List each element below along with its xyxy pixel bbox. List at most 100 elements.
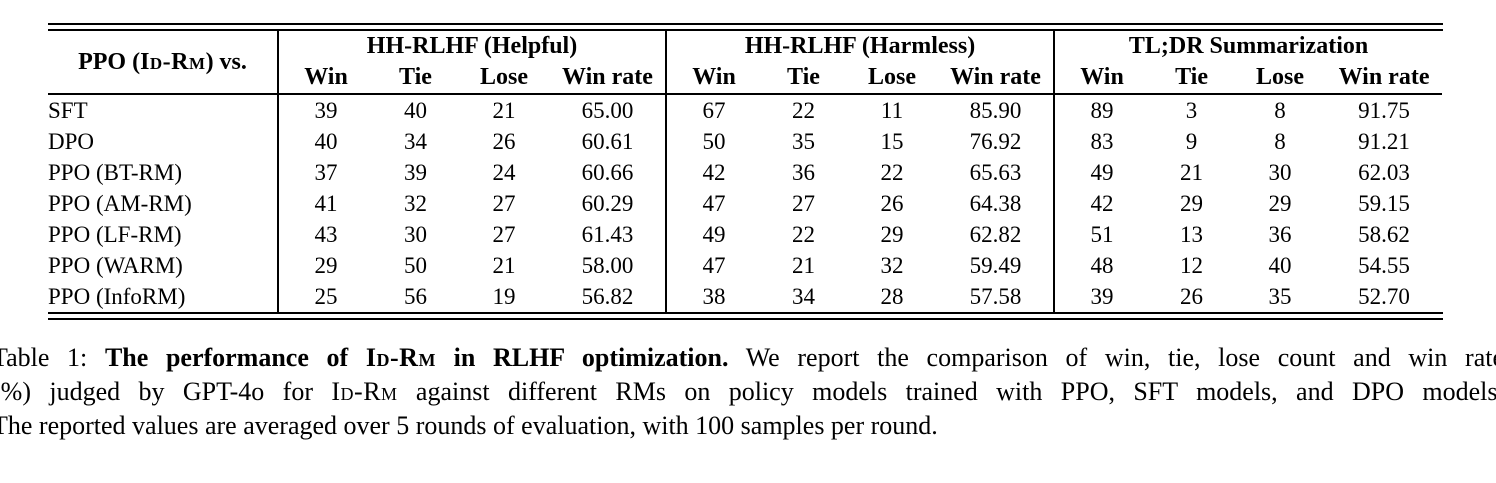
cell-winrate: 91.21 <box>1358 129 1410 154</box>
row-label: PPO (InfoRM) <box>48 284 186 309</box>
col-header-winrate: Win rate <box>938 61 1055 95</box>
col-header-winrate: Win rate <box>550 61 666 95</box>
caption-smallcaps: Id-Rm <box>331 377 398 406</box>
cell-win: 50 <box>665 126 761 157</box>
cell-winrate: 91.75 <box>1358 98 1410 123</box>
cell-lose: 27 <box>492 222 516 247</box>
cell-tie: 29 <box>1180 191 1204 216</box>
row-label: PPO (WARM) <box>48 253 183 278</box>
cell-lose: 26 <box>492 129 516 154</box>
corner-header-smallcaps: Id-Rm <box>140 49 206 75</box>
sub-header-row: Win Tie Lose Win rate Win Tie Lose Win r… <box>48 61 1443 95</box>
col-header-winrate: Win rate <box>1326 61 1443 95</box>
caption-body-mid-1: (%) judged by GPT-4o for <box>0 377 332 406</box>
caption-bold-title: The performance of <box>104 343 366 372</box>
cell-lose: 8 <box>1274 98 1286 123</box>
cell-win: 49 <box>665 219 761 250</box>
cell-winrate: 57.58 <box>969 284 1022 309</box>
cell-tie: 26 <box>1180 284 1204 309</box>
cell-winrate: 58.62 <box>1358 222 1410 247</box>
cell-lose: 22 <box>880 160 904 185</box>
cell-lose: 15 <box>880 129 904 154</box>
col-header-lose: Lose <box>458 61 550 95</box>
table-row-ppo-warm: PPO (WARM) 29 50 21 58.00 47 21 32 59.49… <box>48 250 1442 281</box>
caption-table-number: Table 1: <box>0 343 105 372</box>
table-row-ppo-lf-rm: PPO (LF-RM) 43 30 27 61.43 49 22 29 62.8… <box>48 219 1442 250</box>
cell-win: 51 <box>1053 219 1150 250</box>
cell-winrate: 60.66 <box>581 160 634 185</box>
table-row-ppo-am-rm: PPO (AM-RM) 41 32 27 60.29 47 27 26 64.3… <box>48 188 1442 219</box>
row-label: PPO (BT-RM) <box>48 160 182 185</box>
cell-lose: 40 <box>1268 253 1292 278</box>
cell-tie: 9 <box>1185 129 1198 154</box>
bottom-double-rule <box>48 312 1443 320</box>
cell-winrate: 52.70 <box>1358 284 1410 309</box>
cell-tie: 12 <box>1180 253 1204 278</box>
col-header-tie: Tie <box>373 61 458 95</box>
cell-tie: 32 <box>404 191 427 216</box>
caption-bold-smallcaps: Id-Rm <box>365 343 436 372</box>
col-header-lose: Lose <box>846 61 938 95</box>
cell-winrate: 59.15 <box>1358 191 1410 216</box>
caption-body-start: We report the comparison of win, tie, lo… <box>728 343 1496 372</box>
cell-lose: 21 <box>492 253 516 278</box>
cell-winrate: 65.63 <box>969 160 1022 185</box>
col-header-lose: Lose <box>1234 61 1327 95</box>
cell-lose: 30 <box>1268 160 1292 185</box>
cell-tie: 36 <box>792 160 815 185</box>
row-label: SFT <box>48 98 88 123</box>
cell-winrate: 60.29 <box>581 191 634 216</box>
cell-win: 37 <box>277 157 373 188</box>
caption-line-3: The reported values are averaged over 5 … <box>0 411 938 440</box>
cell-winrate: 60.61 <box>581 129 634 154</box>
col-header-tie: Tie <box>761 61 846 95</box>
corner-header-pre: PPO ( <box>78 49 141 75</box>
cell-win: 67 <box>665 94 761 126</box>
cell-lose: 19 <box>492 284 516 309</box>
corner-header: PPO (Id-Rm) vs. <box>48 31 278 95</box>
cell-lose: 27 <box>492 191 516 216</box>
cell-winrate: 62.03 <box>1358 160 1410 185</box>
row-label: PPO (LF-RM) <box>48 222 182 247</box>
cell-tie: 50 <box>404 253 427 278</box>
cell-win: 89 <box>1053 94 1150 126</box>
cell-winrate: 85.90 <box>969 98 1022 123</box>
caption-bold-title-end: in RLHF optimization. <box>435 343 729 372</box>
cell-lose: 21 <box>492 98 516 123</box>
group-header-harmless: HH-RLHF (Harmless) <box>664 31 1055 61</box>
cell-winrate: 61.43 <box>581 222 634 247</box>
cell-lose: 36 <box>1268 222 1292 247</box>
top-double-rule <box>48 23 1443 31</box>
cell-win: 39 <box>277 94 373 126</box>
cell-winrate: 59.49 <box>969 253 1022 278</box>
cell-tie: 40 <box>404 98 427 123</box>
table-row-ppo-inform: PPO (InfoRM) 25 56 19 56.82 38 34 28 57.… <box>48 281 1442 312</box>
cell-tie: 21 <box>792 253 815 278</box>
cell-lose: 28 <box>880 284 904 309</box>
cell-lose: 24 <box>492 160 516 185</box>
col-header-win: Win <box>277 61 373 95</box>
cell-tie: 35 <box>792 129 815 154</box>
col-header-win: Win <box>665 61 761 95</box>
cell-win: 42 <box>1053 188 1150 219</box>
cell-win: 83 <box>1053 126 1150 157</box>
col-header-win: Win <box>1053 61 1150 95</box>
cell-tie: 34 <box>792 284 815 309</box>
cell-tie: 27 <box>792 191 815 216</box>
group-header-tldr: TL;DR Summarization <box>1053 31 1443 61</box>
table-row-sft: SFT 39 40 21 65.00 67 22 11 85.90 89 3 8… <box>48 94 1442 126</box>
cell-win: 41 <box>277 188 373 219</box>
paper-table-figure: PPO (Id-Rm) vs. HH-RLHF (Helpful) HH-RLH… <box>48 23 1443 320</box>
cell-tie: 3 <box>1185 98 1198 123</box>
cell-lose: 26 <box>880 191 904 216</box>
cell-lose: 35 <box>1268 284 1292 309</box>
results-table: PPO (Id-Rm) vs. HH-RLHF (Helpful) HH-RLH… <box>48 31 1443 312</box>
cell-winrate: 76.92 <box>969 129 1022 154</box>
cell-tie: 56 <box>404 284 427 309</box>
col-header-tie: Tie <box>1149 61 1235 95</box>
cell-win: 47 <box>665 188 761 219</box>
cell-tie: 30 <box>404 222 427 247</box>
table-caption: Table 1: The performance of Id-Rm in RLH… <box>0 341 1496 443</box>
cell-winrate: 54.55 <box>1358 253 1410 278</box>
cell-lose: 29 <box>1268 191 1292 216</box>
